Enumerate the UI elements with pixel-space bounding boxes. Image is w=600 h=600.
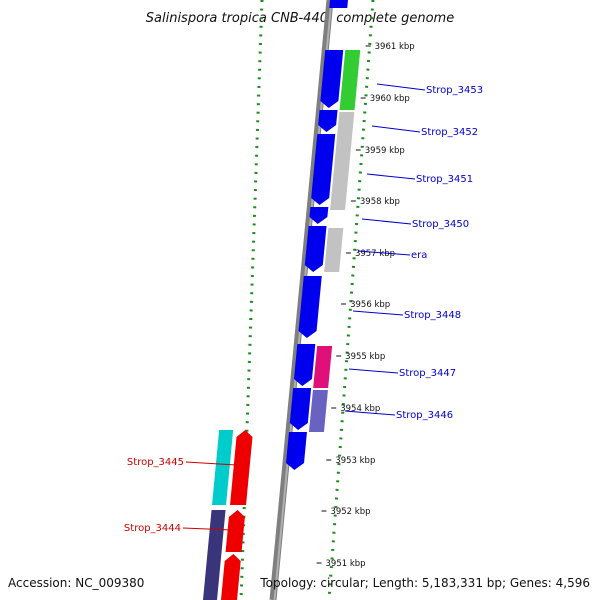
forward-cds-arrow: [329, 0, 348, 8]
forward-cds-arrow: [293, 344, 316, 386]
kbp-tick-label: 3961 kbp: [375, 42, 415, 52]
gene-label-leader: [344, 410, 396, 416]
kbp-tick-label: 3951 kbp: [326, 559, 366, 569]
map-title: Salinispora tropica CNB-440, complete ge…: [146, 11, 454, 26]
gene-label: Strop_3444: [124, 523, 181, 534]
gene-label: Strop_3445: [127, 457, 184, 468]
gene-label: Strop_3453: [426, 85, 483, 96]
kbp-tick-label: 3960 kbp: [370, 94, 410, 104]
forward-cds-arrow: [304, 226, 327, 272]
gene-label: Strop_3448: [404, 310, 461, 321]
gene-labels: Strop_3453 Strop_3452 Strop_3451 Strop_3450…: [124, 83, 483, 534]
gene-label-leader: [361, 218, 412, 225]
forward-cds-arrow: [309, 207, 329, 224]
kbp-tick-label: 3954 kbp: [340, 404, 380, 414]
gene-label: Strop_3447: [399, 368, 456, 379]
forward-cds-arrow: [286, 432, 307, 470]
genome-stats-text: Topology: circular; Length: 5,183,331 bp…: [259, 576, 590, 590]
gene-label-leader: [376, 83, 426, 91]
forward-cog-block: [330, 112, 355, 210]
gene-label: Strop_3446: [396, 410, 453, 421]
gene-label-leader: [366, 173, 416, 180]
gene-label: era: [411, 250, 427, 261]
reverse-cog-block: [212, 430, 234, 505]
feature-tracks: [203, 0, 361, 600]
forward-cds-arrow: [320, 50, 344, 108]
forward-cog-block: [324, 228, 344, 272]
gene-label: Strop_3450: [412, 219, 469, 230]
gene-label: Strop_3451: [416, 174, 473, 185]
reverse-cds-arrow: [221, 554, 241, 600]
kbp-tick-label: 3955 kbp: [345, 352, 385, 362]
reverse-cds-arrow: [230, 430, 253, 505]
gene-label-leader: [357, 250, 411, 256]
forward-cog-block: [313, 346, 333, 388]
gene-label-leader: [352, 310, 404, 316]
forward-cds-arrow: [289, 388, 312, 430]
forward-cog-block: [308, 390, 328, 432]
kbp-scale: 3961 kbp 3960 kbp 3959 kbp 3958 kbp 3957 kbp…: [316, 42, 415, 569]
accession-text: Accession: NC_009380: [8, 576, 144, 590]
kbp-tick-label: 3952 kbp: [330, 507, 370, 517]
kbp-tick-label: 3953 kbp: [335, 456, 375, 466]
gene-label-leader: [371, 125, 421, 133]
gc-content-track-left: [239, 0, 264, 600]
forward-cds-arrow: [311, 134, 336, 205]
reverse-cog-block: [203, 510, 226, 600]
forward-cds-arrow: [298, 276, 322, 338]
kbp-tick-label: 3956 kbp: [350, 300, 390, 310]
gene-label: Strop_3452: [421, 127, 478, 138]
gene-label-leader: [185, 461, 237, 466]
forward-cog-block: [339, 50, 361, 110]
gene-label-leader: [182, 527, 233, 531]
kbp-tick-label: 3959 kbp: [365, 146, 405, 156]
reverse-cds-arrow: [225, 510, 245, 552]
gene-label-leader: [348, 368, 399, 374]
kbp-tick-label: 3958 kbp: [360, 197, 400, 207]
kbp-tick-label: 3957 kbp: [355, 249, 395, 259]
forward-cds-arrow: [318, 110, 338, 132]
